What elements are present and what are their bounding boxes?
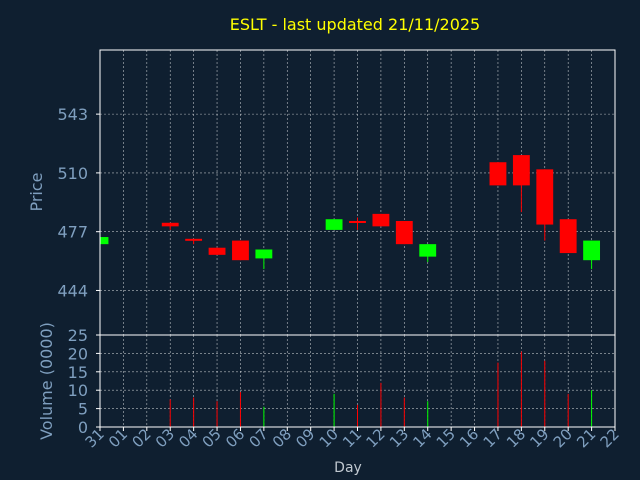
candle-body [185, 238, 203, 241]
price-tick-label: 543 [57, 105, 88, 124]
day-tick-label: 18 [503, 425, 529, 451]
candle-body [208, 247, 226, 255]
chart-title: ESLT - last updated 21/11/2025 [230, 15, 480, 34]
volume-tick-label: 15 [68, 363, 88, 382]
candle-body [583, 240, 601, 261]
candle-body [512, 155, 530, 186]
candle-body [325, 219, 343, 230]
day-axis-label: Day [334, 460, 362, 476]
day-tick-label: 08 [269, 425, 295, 451]
price-candles [99, 155, 601, 270]
price-axis-label: Price [27, 172, 46, 211]
day-tick-label: 11 [339, 425, 365, 451]
candle-body [255, 249, 273, 259]
volume-bars [169, 351, 593, 427]
day-tick-label: 09 [292, 425, 318, 451]
day-tick-label: 22 [597, 425, 623, 451]
candle-body [232, 240, 249, 261]
day-tick-label: 10 [316, 425, 342, 451]
day-tick-label: 01 [105, 425, 131, 451]
day-tick-label: 04 [175, 425, 201, 451]
price-tick-label: 477 [57, 223, 88, 242]
day-tick-label: 03 [152, 425, 178, 451]
candle-body [161, 222, 179, 227]
day-tick-labels: 3101020304050607080910111213141516171819… [82, 425, 623, 451]
day-tick-label: 13 [386, 425, 412, 451]
day-tick-label: 06 [222, 425, 248, 451]
day-tick-label: 20 [550, 425, 576, 451]
volume-axis-label: Volume (0000) [37, 322, 56, 440]
candle-body [395, 221, 413, 245]
day-tick-label: 12 [363, 425, 389, 451]
volume-tick-label: 20 [68, 344, 88, 363]
volume-tick-label: 10 [68, 381, 88, 400]
volume-tick-label: 25 [68, 326, 88, 345]
day-tick-label: 17 [480, 425, 506, 451]
candle-body [489, 162, 507, 186]
day-tick-label: 05 [199, 425, 225, 451]
candle-body [372, 213, 390, 227]
candle-body [100, 237, 109, 245]
price-tick-label: 510 [57, 164, 88, 183]
day-tick-label: 19 [526, 425, 552, 451]
day-tick-label: 15 [433, 425, 459, 451]
day-tick-label: 07 [245, 425, 271, 451]
day-tick-label: 21 [573, 425, 599, 451]
candle-body [349, 221, 366, 223]
day-tick-label: 02 [128, 425, 154, 451]
price-tick-labels: 444 477 510 543 [57, 105, 100, 300]
day-tick-label: 16 [456, 425, 482, 451]
price-tick-label: 444 [57, 281, 88, 300]
candle-body [559, 219, 577, 254]
volume-tick-label: 0 [78, 418, 88, 437]
candle-body [419, 244, 437, 257]
day-tick-label: 14 [409, 425, 435, 451]
candle-body [536, 169, 554, 225]
volume-tick-label: 5 [78, 400, 88, 419]
